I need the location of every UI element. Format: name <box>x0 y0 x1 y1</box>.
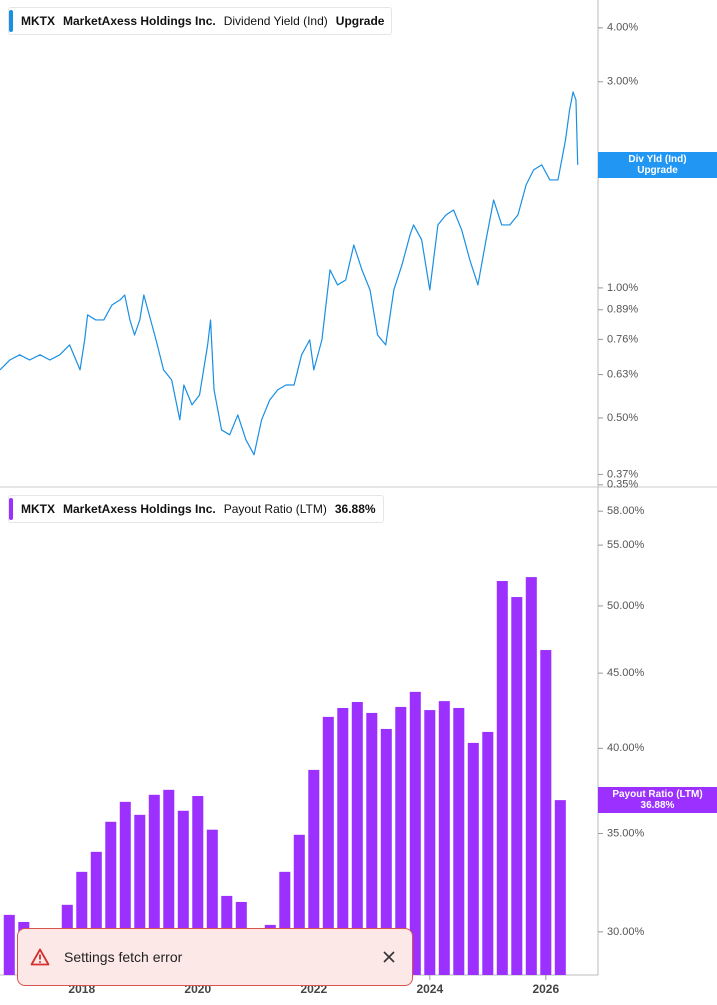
company: MarketAxess Holdings Inc. <box>63 502 216 516</box>
tag-value: Upgrade <box>637 164 678 176</box>
header-value[interactable]: Upgrade <box>335 14 385 28</box>
yield-line <box>0 91 579 456</box>
bar <box>76 871 88 975</box>
bar <box>134 814 146 975</box>
bar <box>409 691 421 975</box>
company: MarketAxess Holdings Inc. <box>63 14 216 28</box>
y-tick-label: 0.89% <box>607 304 638 316</box>
bar <box>467 742 479 975</box>
y-tick-label: 0.76% <box>607 333 638 345</box>
bar <box>90 851 102 975</box>
header-value: 36.88% <box>334 502 376 516</box>
bar <box>395 706 407 975</box>
y-tick-label: 3.00% <box>607 76 638 88</box>
tag-value: 36.88% <box>640 800 675 812</box>
legend-swatch <box>9 10 13 32</box>
y-tick-label: 4.00% <box>607 22 638 34</box>
y-tick-label: 55.00% <box>607 539 645 551</box>
legend-header: MKTX MarketAxess Holdings Inc. Payout Ra… <box>8 495 384 523</box>
bar <box>206 829 218 975</box>
y-tick-label: 0.50% <box>607 412 638 424</box>
ticker: MKTX <box>21 502 55 516</box>
x-tick-label: 2026 <box>532 982 559 996</box>
x-tick-label: 2024 <box>416 982 443 996</box>
y-tick-label: 0.37% <box>607 468 638 480</box>
ticker: MKTX <box>21 14 55 28</box>
toast-message: Settings fetch error <box>64 949 183 965</box>
tag-label: Payout Ratio (LTM) <box>612 789 703 801</box>
y-tick-label: 1.00% <box>607 282 638 294</box>
bar <box>554 800 566 975</box>
bar <box>424 710 436 975</box>
bar <box>380 728 392 975</box>
warning-icon <box>30 948 50 966</box>
bar <box>337 707 349 975</box>
bar <box>293 834 305 975</box>
y-tick-label: 58.00% <box>607 505 645 517</box>
bar <box>163 789 175 975</box>
bar <box>453 707 465 975</box>
bar <box>511 597 523 975</box>
y-tick-label: 50.00% <box>607 600 645 612</box>
last-value-tag: Payout Ratio (LTM) 36.88% <box>598 787 717 814</box>
y-tick-label: 0.35% <box>607 479 638 491</box>
bar <box>279 871 291 975</box>
bar <box>322 716 334 975</box>
y-tick-label: 35.00% <box>607 827 645 839</box>
y-tick-label: 30.00% <box>607 926 645 938</box>
bar <box>308 769 320 975</box>
bar <box>438 701 450 975</box>
last-value-tag: Div Yld (Ind) Upgrade <box>598 151 717 178</box>
bar <box>105 821 117 975</box>
tag-label: Div Yld (Ind) <box>628 153 687 165</box>
y-tick-label: 40.00% <box>607 742 645 754</box>
bar <box>3 914 15 975</box>
bar <box>482 731 494 975</box>
bar <box>496 581 508 975</box>
y-tick-label: 45.00% <box>607 667 645 679</box>
bar <box>177 810 189 975</box>
bar <box>525 577 537 975</box>
bar <box>192 795 204 975</box>
bar <box>540 650 552 975</box>
error-toast: Settings fetch error <box>17 928 413 986</box>
bar <box>366 712 378 975</box>
chart-title: Dividend Yield (Ind) <box>223 14 328 28</box>
chart-title: Payout Ratio (LTM) <box>223 502 327 516</box>
bar <box>119 801 131 975</box>
legend-swatch <box>9 498 13 520</box>
y-tick-label: 0.63% <box>607 368 638 380</box>
close-button[interactable] <box>382 950 396 964</box>
bar <box>351 702 363 975</box>
legend-header: MKTX MarketAxess Holdings Inc. Dividend … <box>8 7 393 35</box>
bar <box>148 794 160 975</box>
